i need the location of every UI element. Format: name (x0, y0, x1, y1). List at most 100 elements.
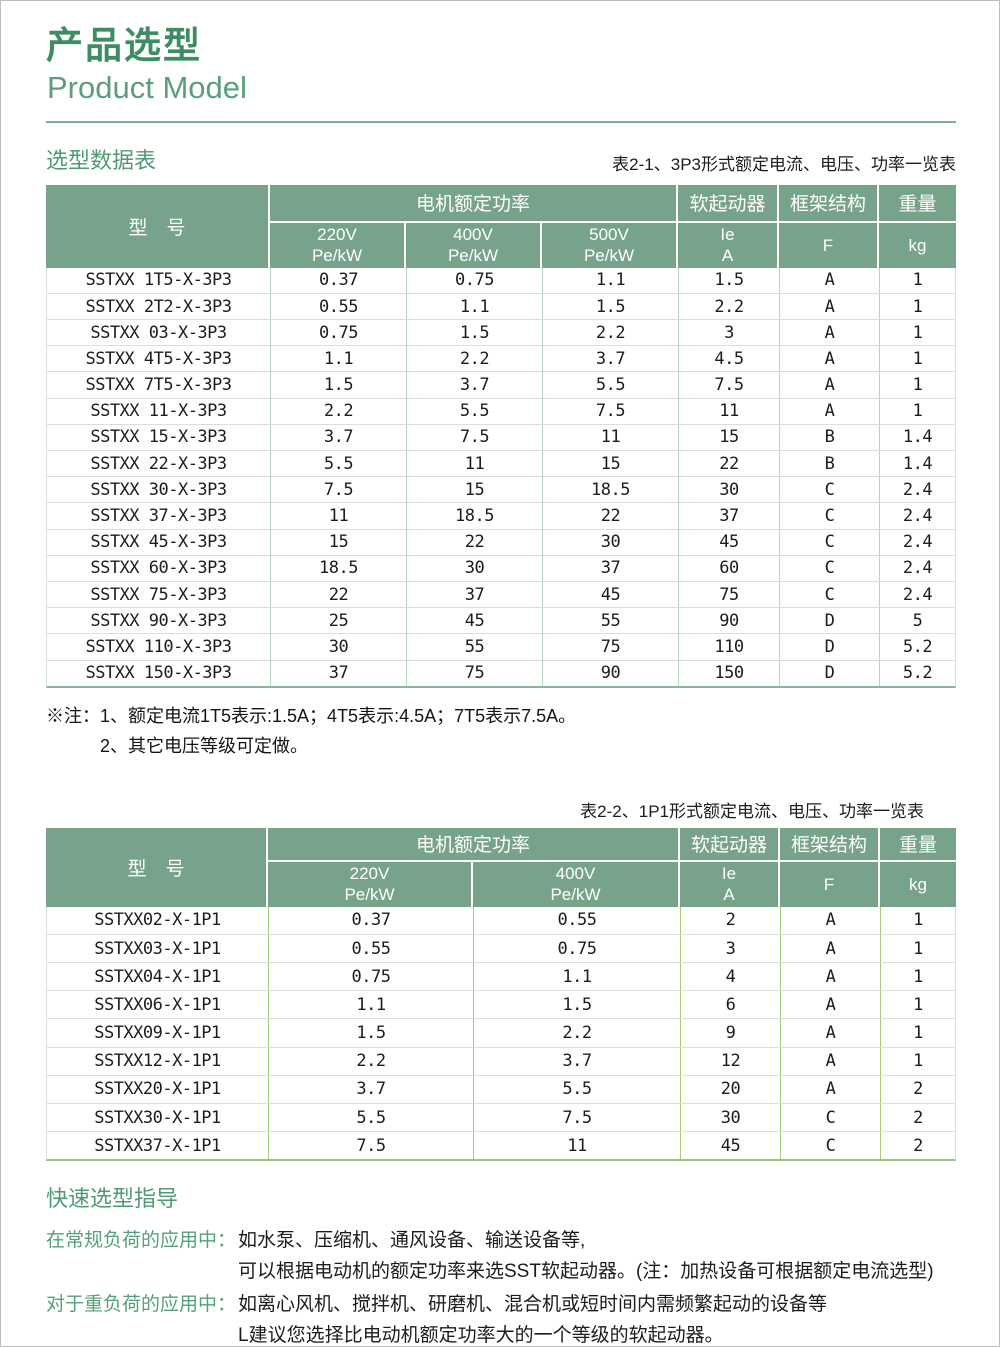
table-cell: 2 (681, 906, 781, 934)
table-row: SSTXX 37-X-3P3 11 18.5 22 37 C 2.4 (47, 502, 955, 529)
table-cell: 75 (679, 581, 780, 608)
header-cell-model: 型 号 (46, 827, 268, 907)
table-cell: SSTXX 37-X-3P3 (47, 503, 271, 529)
table-cell: D (780, 660, 880, 686)
header-cell-500v: 500V Pe/kW (542, 222, 678, 268)
table-cell: 1.1 (543, 267, 679, 293)
table-cell: A (780, 267, 880, 293)
guide-text-line: 如水泵、压缩机、通风设备、输送设备等, (238, 1230, 586, 1252)
table-cell: 2.2 (543, 320, 679, 346)
table-cell: 1 (913, 994, 923, 1015)
header-cell-400v: 400V Pe/kW (406, 222, 542, 268)
table-cell: 2 (913, 1079, 923, 1100)
table-row: SSTXX 60-X-3P3 18.5 30 37 60 C 2.4 (47, 554, 955, 581)
table-cell: 1.5 (271, 372, 407, 398)
table-cell: 5.5 (543, 372, 679, 398)
table-cell: 2.2 (679, 293, 780, 320)
table-cell: 110 (679, 634, 780, 660)
table-cell: 5 (912, 610, 923, 631)
table-cell: 1 (913, 966, 923, 987)
table-cell: SSTXX02-X-1P1 (47, 906, 269, 934)
table-cell: 37 (271, 660, 407, 686)
table-cell: 2.4 (902, 532, 933, 553)
table-cell: 0.55 (474, 906, 681, 934)
table-cell: C (781, 1104, 881, 1132)
table-cell: A (780, 346, 880, 372)
table-cell: 30 (271, 634, 407, 660)
table-cell: 1 (912, 322, 923, 343)
table-cell: SSTXX 1T5-X-3P3 (47, 267, 271, 293)
table-row: SSTXX 7T5-X-3P3 1.5 3.7 5.5 7.5 A 1 (47, 371, 955, 398)
table-cell: 15 (543, 451, 679, 477)
table-cell: 11 (474, 1132, 681, 1160)
table-cell: SSTXX 15-X-3P3 (47, 424, 271, 451)
page-subtitle: Product Model (47, 69, 247, 105)
table-cell: 22 (543, 503, 679, 529)
table-cell: 1.5 (269, 1019, 474, 1047)
table-1p1: 型 号 电机额定功率 软起动器 框架结构 重量 220V Pe/kW 400V … (46, 827, 956, 1162)
table-cell: 2.4 (902, 584, 933, 605)
divider (46, 120, 956, 123)
table-cell: 150 (679, 660, 780, 686)
table-cell: SSTXX12-X-1P1 (47, 1047, 269, 1075)
table-row: SSTXX 30-X-3P3 7.5 15 18.5 30 C 2.4 (47, 476, 955, 503)
table-cell: 55 (407, 634, 543, 660)
table-cell: 1.1 (474, 963, 681, 991)
table-row: SSTXX04-X-1P1 0.75 1.1 4 A 1 (47, 962, 955, 991)
table-cell: 3.7 (474, 1047, 681, 1075)
table-cell: A (781, 1019, 881, 1047)
table-cell: 60 (679, 555, 780, 581)
table-cell: 37 (679, 503, 780, 529)
table-cell: C (780, 529, 880, 555)
table-cell: 18.5 (543, 477, 679, 503)
table-cell: 30 (681, 1104, 781, 1132)
table-cell: 5.5 (474, 1075, 681, 1104)
table-cell: SSTXX 60-X-3P3 (47, 555, 271, 581)
table-row: SSTXX 110-X-3P3 30 55 75 110 D 5.2 (47, 633, 955, 660)
table-cell: 4.5 (679, 346, 780, 372)
header-cell-soft-starter: 软起动器 (678, 184, 779, 223)
table-cell: 6 (681, 991, 781, 1019)
table-cell: 45 (681, 1132, 781, 1160)
header-cell-soft-starter: 软起动器 (680, 827, 780, 862)
guide-label: 对于重负荷的应用中： (46, 1294, 237, 1316)
table-cell: 11 (407, 451, 543, 477)
table-3p3: 型 号 电机额定功率 软起动器 框架结构 重量 220V Pe/kW 400V … (46, 184, 956, 688)
header-cell-220v: 220V Pe/kW (270, 222, 406, 268)
table-cell: SSTXX03-X-1P1 (47, 934, 269, 963)
table-cell: C (780, 503, 880, 529)
table-cell: 30 (679, 477, 780, 503)
guide-label: 在常规负荷的应用中： (46, 1230, 237, 1252)
table-cell: 1.5 (543, 293, 679, 320)
table-row: SSTXX12-X-1P1 2.2 3.7 12 A 1 (47, 1046, 955, 1075)
table-cell: D (780, 634, 880, 660)
table-cell: 30 (543, 529, 679, 555)
table-row: SSTXX 22-X-3P3 5.5 11 15 22 B 1.4 (47, 450, 955, 477)
table-cell: C (780, 555, 880, 581)
header-cell-weight: 重量 (880, 827, 956, 862)
table-cell: 5.5 (407, 398, 543, 424)
table-header: 型 号 电机额定功率 软起动器 框架结构 重量 220V Pe/kW 400V … (46, 184, 956, 268)
guide-item-normal-load: 在常规负荷的应用中： 如水泵、压缩机、通风设备、输送设备等, 可以根据电动机的额… (46, 1225, 956, 1287)
table-cell: SSTXX 7T5-X-3P3 (47, 372, 271, 398)
table-cell: 0.37 (271, 267, 407, 293)
section-heading-quick-guide: 快速选型指导 (46, 1186, 179, 1212)
table-cell: 1 (913, 1023, 923, 1044)
table-cell: 1 (912, 296, 923, 317)
table-row: SSTXX 15-X-3P3 3.7 7.5 11 15 B 1.4 (47, 423, 955, 451)
table-cell: 18.5 (407, 503, 543, 529)
table-cell: SSTXX30-X-1P1 (47, 1104, 269, 1132)
table-cell: 22 (407, 529, 543, 555)
table-cell: 0.75 (271, 320, 407, 346)
table-cell: 0.75 (269, 963, 474, 991)
table-cell: 3 (679, 320, 780, 346)
table-cell: 7.5 (269, 1132, 474, 1160)
table-row: SSTXX06-X-1P1 1.1 1.5 6 A 1 (47, 990, 955, 1019)
table-cell: 9 (681, 1019, 781, 1047)
table-cell: SSTXX 90-X-3P3 (47, 608, 271, 634)
table-cell: 2.2 (474, 1019, 681, 1047)
table-cell: 25 (271, 608, 407, 634)
table-row: SSTXX 45-X-3P3 15 22 30 45 C 2.4 (47, 528, 955, 555)
table-row: SSTXX37-X-1P1 7.5 11 45 C 2 (47, 1131, 955, 1160)
